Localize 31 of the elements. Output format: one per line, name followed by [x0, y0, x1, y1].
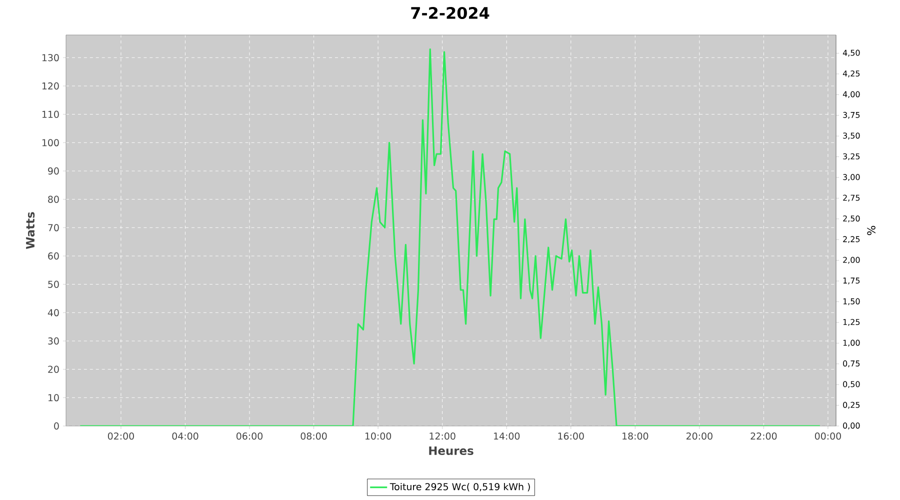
- x-tick-label: 12:00: [430, 432, 456, 440]
- y-tick-label: 90: [48, 167, 59, 175]
- y-tick-label: 0: [54, 422, 59, 430]
- x-tick-label: 00:00: [814, 432, 841, 440]
- y-tick-label: 20: [48, 366, 59, 373]
- y-tick-label: 130: [42, 54, 59, 62]
- x-tick-label: 20:00: [686, 432, 712, 440]
- y-tick-label: 70: [48, 224, 59, 232]
- x-tick-label: 10:00: [365, 432, 392, 440]
- y-tick-label: 40: [48, 309, 59, 316]
- x-tick-label: 04:00: [172, 432, 198, 440]
- y-tick-label: 120: [42, 82, 59, 90]
- y-tick-label: 10: [48, 394, 59, 402]
- y-tick-label: 60: [48, 252, 59, 260]
- y-tick-label: 50: [48, 280, 59, 288]
- x-tick-label: 14:00: [494, 432, 520, 440]
- y-tick-label: 100: [42, 139, 59, 146]
- y-axis-title: Watts: [26, 212, 35, 250]
- x-tick-label: 22:00: [750, 432, 777, 440]
- x-tick-label: 06:00: [236, 432, 263, 440]
- chart-title: 7-2-2024: [411, 6, 490, 20]
- x-tick-label: 16:00: [558, 432, 584, 440]
- y-tick-label: 30: [48, 337, 59, 345]
- y-tick-label: 110: [42, 110, 59, 118]
- x-tick-label: 02:00: [108, 432, 134, 440]
- x-tick-label: 18:00: [622, 432, 648, 440]
- x-axis-title: Heures: [429, 446, 474, 456]
- x-tick-label: 08:00: [300, 432, 327, 440]
- legend-label: Toiture 2925 Wc( 0,519 kWh ): [390, 482, 530, 492]
- y-tick-label: 80: [48, 196, 59, 203]
- y2-axis-title: %: [867, 226, 876, 236]
